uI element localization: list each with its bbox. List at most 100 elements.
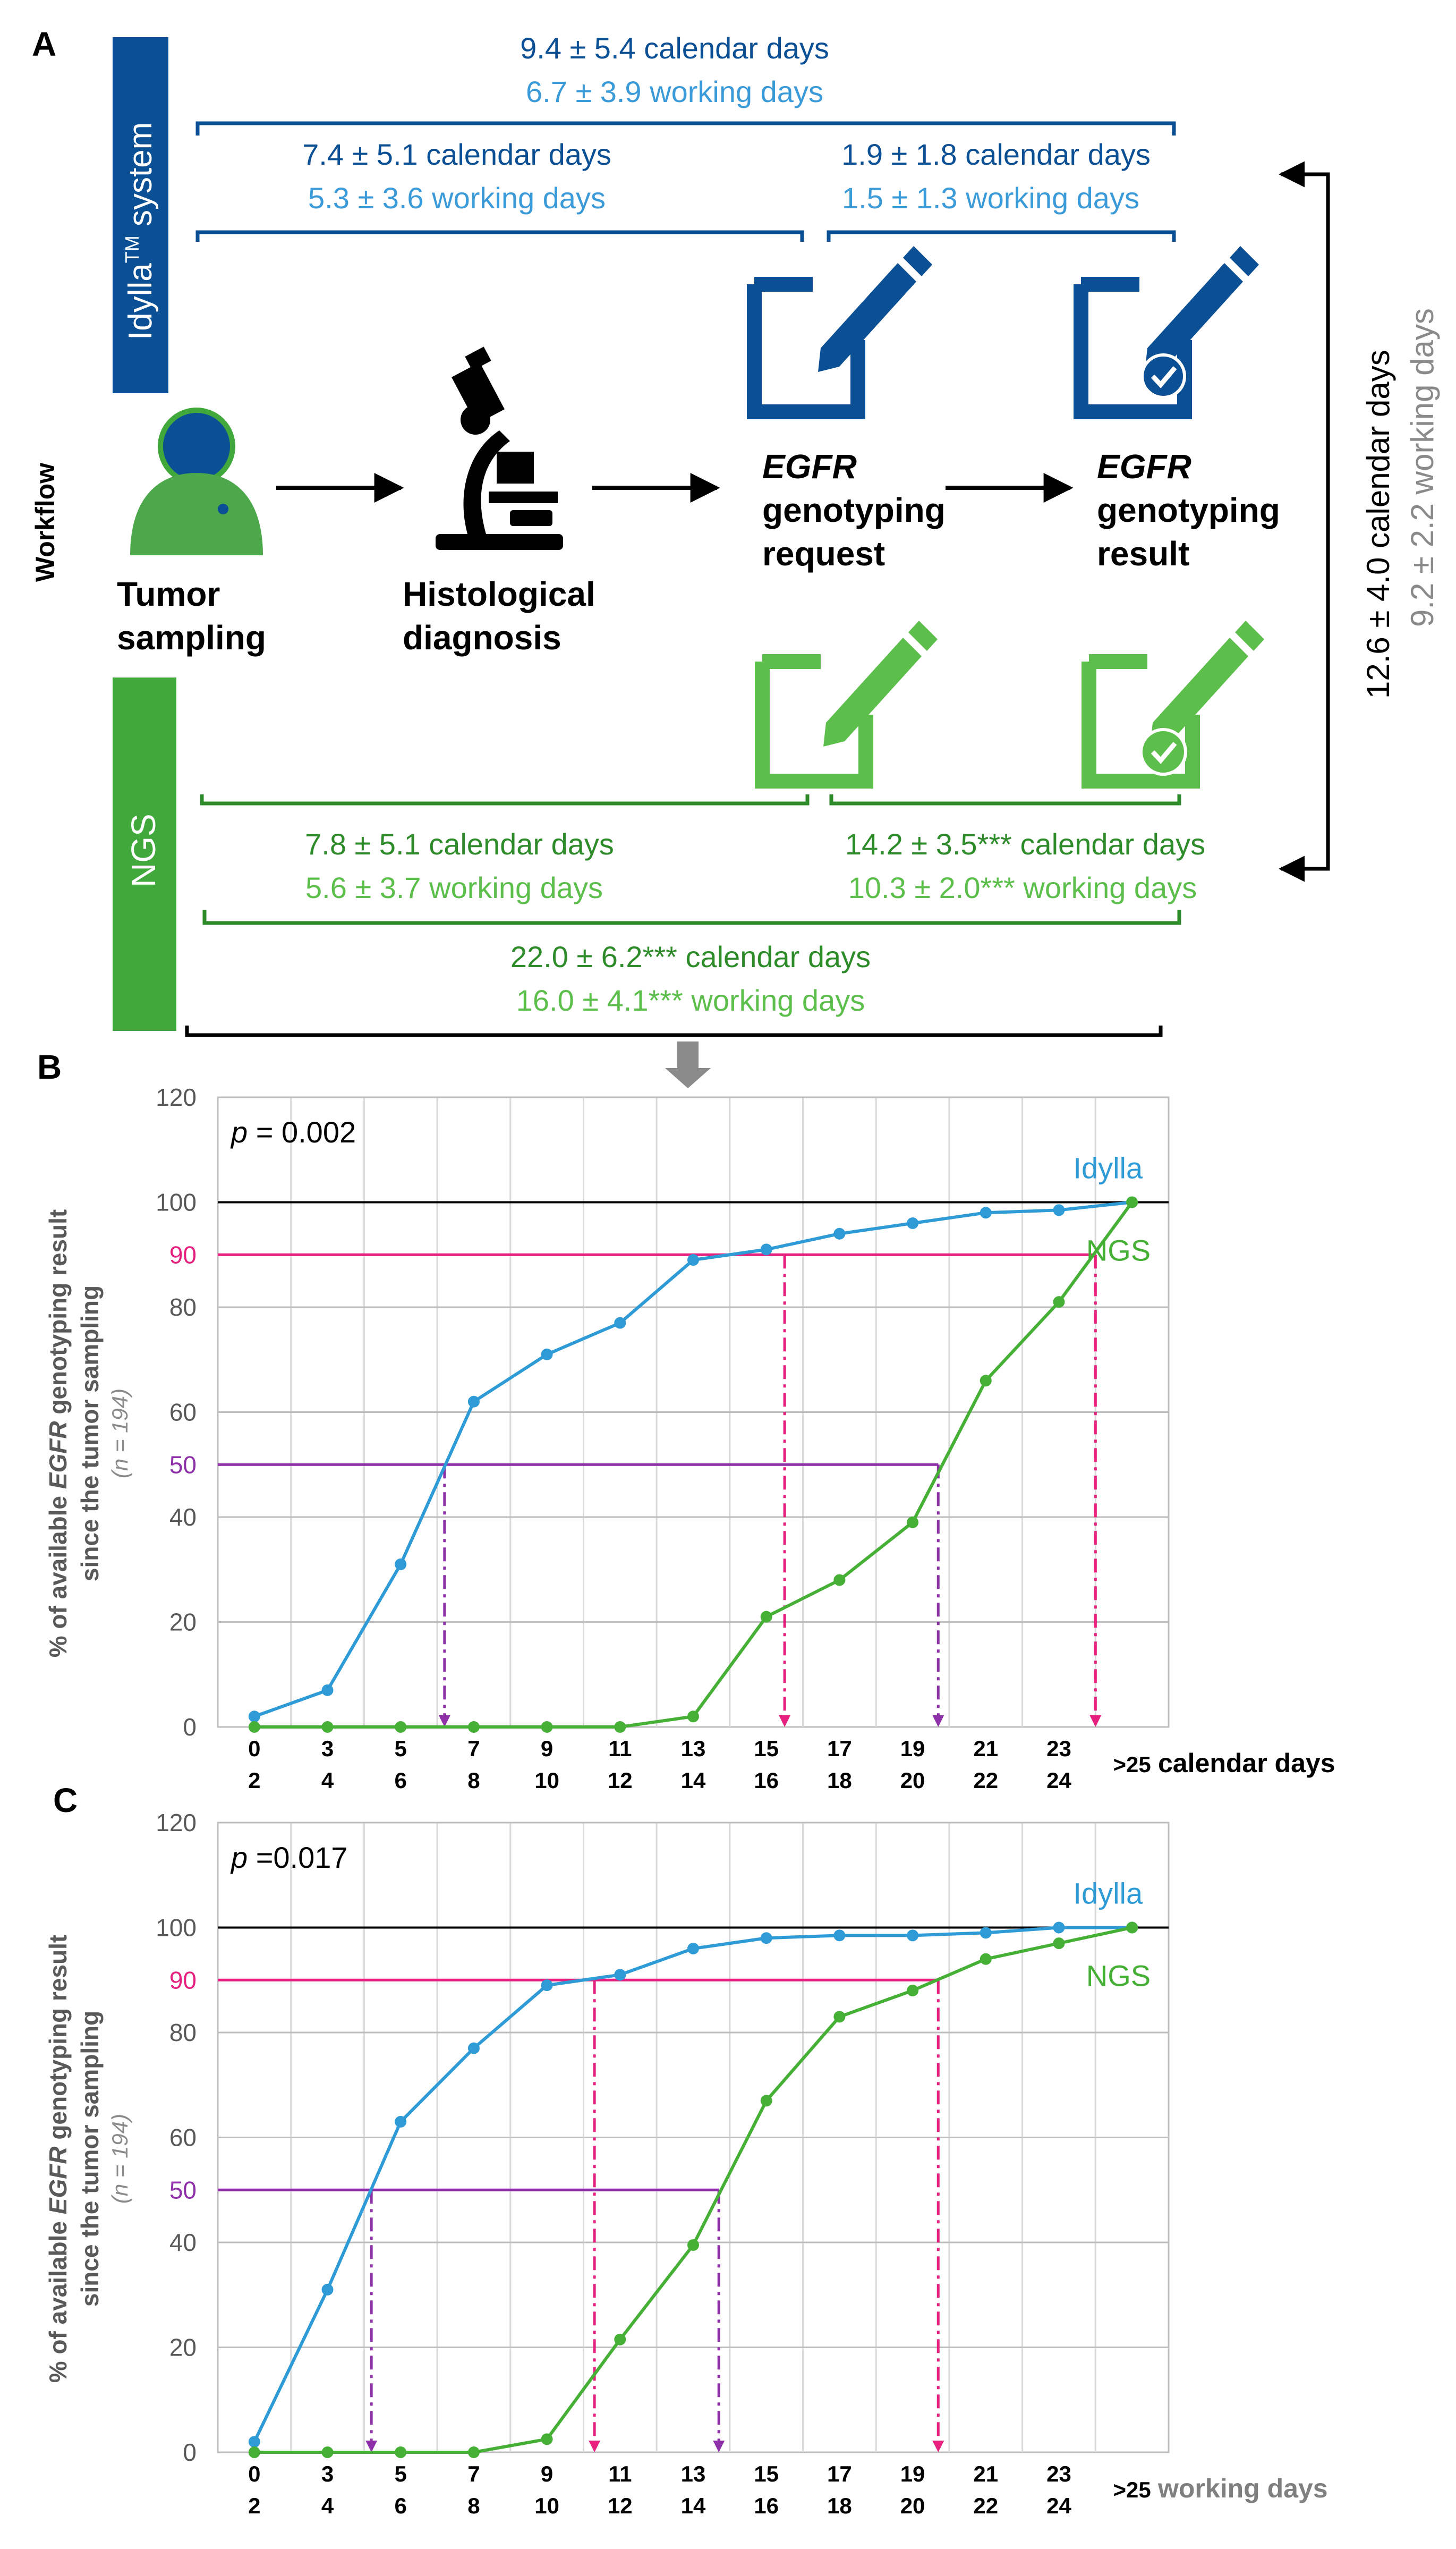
overall-bracket xyxy=(185,1026,1163,1037)
data-point-idylla xyxy=(980,1207,992,1219)
step-request-gene: EGFR xyxy=(762,447,857,486)
data-point-idylla xyxy=(248,1710,260,1723)
x-tick-label: 7 xyxy=(467,1736,480,1761)
series-line-idylla xyxy=(253,1200,1133,1718)
x-tick-label: 22 xyxy=(973,1768,998,1793)
ngs-request-calendar: 7.8 ± 5.1 calendar days xyxy=(305,827,614,861)
x-tick-label: 10 xyxy=(534,1768,559,1793)
ref-label-50: 50 xyxy=(169,2176,197,2204)
idylla-request-calendar: 7.4 ± 5.1 calendar days xyxy=(302,138,611,171)
drop-arrowhead xyxy=(713,2441,725,2452)
workflow-label: Workflow xyxy=(30,463,60,582)
x-tick-label: 15 xyxy=(754,1736,779,1761)
microscope-icon xyxy=(436,346,563,550)
idylla-total-working: 6.7 ± 3.9 working days xyxy=(526,75,823,108)
data-point-idylla xyxy=(687,1943,699,1954)
panel-c: C 02040608010012002345678910111213141516… xyxy=(44,1781,1328,2518)
data-point-ngs xyxy=(467,1721,480,1733)
panel-b-label: B xyxy=(37,1048,62,1086)
data-point-idylla xyxy=(980,1927,992,1939)
ngs-bar-label: NGS xyxy=(124,814,163,887)
drop-arrowhead xyxy=(779,1715,791,1727)
idylla-result-calendar: 1.9 ± 1.8 calendar days xyxy=(841,138,1151,171)
drop-arrowhead xyxy=(1089,1715,1102,1727)
p-value-label: p =0.017 xyxy=(230,1841,348,1874)
ngs-total-bracket xyxy=(202,910,1181,925)
x-tick-label: 18 xyxy=(827,1768,852,1793)
data-point-idylla xyxy=(1053,1921,1065,1934)
idylla-request-bracket xyxy=(195,230,804,242)
x-tick-label: 4 xyxy=(321,2493,334,2518)
p-value: =0.017 xyxy=(248,1841,347,1874)
data-point-ngs xyxy=(467,2446,480,2458)
x-tick-label: 21 xyxy=(973,2461,998,2486)
y-axis-label-pre: % of available xyxy=(44,1489,72,1657)
x-tick-label: 16 xyxy=(754,2493,779,2518)
drop-arrowhead xyxy=(932,1715,944,1727)
series-label-ngs: NGS xyxy=(1086,1959,1151,1993)
x-tick-label: 11 xyxy=(608,1736,632,1761)
series-label-idylla: Idylla xyxy=(1073,1151,1143,1185)
data-point-ngs xyxy=(760,2095,772,2107)
x-tick-label: 8 xyxy=(467,2493,480,2518)
down-arrow-icon xyxy=(665,1041,711,1088)
idylla-request-doc-icon xyxy=(747,246,932,419)
x-tick-label: 22 xyxy=(973,2493,998,2518)
p-value-label: p = 0.002 xyxy=(230,1115,356,1149)
data-point-ngs xyxy=(687,2239,699,2251)
data-point-idylla xyxy=(907,1217,919,1229)
data-point-ngs xyxy=(1126,1196,1138,1208)
x-tick-label: 21 xyxy=(973,1736,998,1761)
ngs-total-calendar: 22.0 ± 6.2*** calendar days xyxy=(510,940,871,973)
ngs-bar xyxy=(113,678,176,1031)
x-tick-label: 6 xyxy=(395,2493,407,2518)
x-tick-label: 2 xyxy=(248,2493,260,2518)
step-tumor-line1: Tumor xyxy=(117,575,220,613)
data-point-ngs xyxy=(833,2011,846,2023)
step-histology-line1: Histological xyxy=(403,575,595,613)
y-axis-label: % of available EGFR genotyping result xyxy=(44,1209,72,1657)
data-point-ngs xyxy=(321,2446,334,2458)
x-tick-label: 17 xyxy=(827,1736,852,1761)
x-tick-label: 24 xyxy=(1046,2493,1071,2518)
data-point-ngs xyxy=(395,1721,407,1733)
y-tick-label: 40 xyxy=(169,2229,197,2256)
data-point-ngs xyxy=(760,1611,772,1623)
x-tick-label: 20 xyxy=(900,1768,925,1793)
panel-c-label: C xyxy=(53,1781,78,1819)
x-tick-label: 8 xyxy=(467,1768,480,1793)
y-axis-label: % of available EGFR genotyping result xyxy=(44,1935,72,2383)
series-line-idylla xyxy=(253,1926,1133,2443)
y-tick-label: 20 xyxy=(169,2334,197,2361)
data-point-idylla xyxy=(541,1348,553,1360)
data-point-idylla xyxy=(467,2042,480,2054)
x-tick-label: 2 xyxy=(248,1768,260,1793)
data-point-ngs xyxy=(687,1710,699,1723)
ref-label-90: 90 xyxy=(169,1241,197,1268)
step-tumor-line2: sampling xyxy=(117,619,266,657)
x-tick-label: 9 xyxy=(541,2461,553,2486)
y-tick-label: 0 xyxy=(183,1713,197,1741)
y-axis-label-line2: since the tumor sampling xyxy=(76,2011,104,2307)
data-point-idylla xyxy=(467,1395,480,1408)
ngs-request-doc-icon xyxy=(755,621,938,789)
data-point-idylla xyxy=(907,1929,919,1942)
y-tick-label: 80 xyxy=(169,2019,197,2046)
idylla-request-working: 5.3 ± 3.6 working days xyxy=(308,181,606,215)
data-point-idylla xyxy=(833,1929,846,1942)
x-tick-label: 14 xyxy=(681,1768,706,1793)
data-point-idylla xyxy=(321,2283,334,2296)
ngs-total-working: 16.0 ± 4.1*** working days xyxy=(516,984,865,1017)
x-tick-label: 20 xyxy=(900,2493,925,2518)
x-axis-label: calendar days xyxy=(1158,1748,1335,1778)
x-tick-label: 9 xyxy=(541,1736,553,1761)
step-result-line2: genotyping xyxy=(1097,491,1280,529)
data-point-idylla xyxy=(614,1317,626,1329)
step-result-gene: EGFR xyxy=(1097,447,1191,486)
data-point-ngs xyxy=(1126,1921,1138,1934)
series-label-idylla: Idylla xyxy=(1073,1877,1143,1910)
step-request-line2: genotyping xyxy=(762,491,946,529)
drop-arrowhead xyxy=(589,2441,601,2452)
ngs-result-calendar: 14.2 ± 3.5*** calendar days xyxy=(845,827,1205,861)
